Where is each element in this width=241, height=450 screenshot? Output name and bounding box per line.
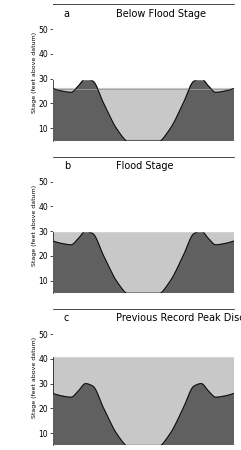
Y-axis label: Stage (feet above datum): Stage (feet above datum) [32, 184, 37, 266]
Polygon shape [53, 384, 234, 450]
Y-axis label: Stage (feet above datum): Stage (feet above datum) [32, 337, 37, 418]
Text: Below Flood Stage: Below Flood Stage [116, 9, 206, 18]
Polygon shape [53, 89, 234, 148]
Text: a: a [64, 9, 70, 18]
Polygon shape [53, 231, 234, 301]
Polygon shape [53, 231, 234, 301]
Text: Flood Stage: Flood Stage [116, 161, 174, 171]
Y-axis label: Stage (feet above datum): Stage (feet above datum) [32, 32, 37, 113]
Polygon shape [53, 231, 234, 301]
Text: Previous Record Peak Discharge: Previous Record Peak Discharge [116, 314, 241, 324]
Polygon shape [53, 384, 234, 450]
Polygon shape [53, 356, 234, 450]
Text: b: b [64, 161, 70, 171]
Polygon shape [53, 79, 234, 148]
Polygon shape [53, 79, 234, 148]
Text: c: c [64, 314, 69, 324]
